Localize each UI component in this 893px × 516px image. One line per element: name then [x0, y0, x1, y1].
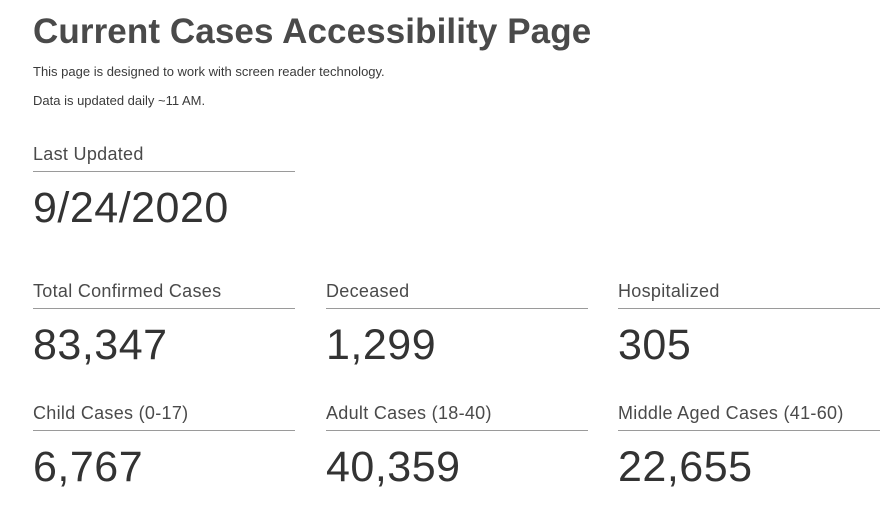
stat-label: Child Cases (0-17): [33, 403, 295, 431]
stat-value: 1,299: [326, 321, 437, 369]
stat-label: Middle Aged Cases (41-60): [618, 403, 880, 431]
stat-value: 83,347: [33, 321, 168, 369]
last-updated-label: Last Updated: [33, 144, 295, 172]
deceased-stat: Deceased 1,299: [326, 281, 588, 370]
stat-label: Hospitalized: [618, 281, 880, 309]
stat-value: 305: [618, 321, 692, 369]
stat-label: Total Confirmed Cases: [33, 281, 295, 309]
middle-aged-cases-stat: Middle Aged Cases (41-60) 22,655: [618, 403, 880, 492]
stat-label: Adult Cases (18-40): [326, 403, 588, 431]
last-updated-value: 9/24/2020: [33, 184, 229, 232]
last-updated-stat: Last Updated 9/24/2020: [33, 144, 295, 233]
stat-value: 22,655: [618, 443, 753, 491]
page-title: Current Cases Accessibility Page: [33, 12, 592, 51]
adult-cases-stat: Adult Cases (18-40) 40,359: [326, 403, 588, 492]
hospitalized-stat: Hospitalized 305: [618, 281, 880, 370]
update-note: Data is updated daily ~11 AM.: [33, 93, 206, 108]
total-confirmed-cases-stat: Total Confirmed Cases 83,347: [33, 281, 295, 370]
stat-value: 6,767: [33, 443, 144, 491]
stat-value: 40,359: [326, 443, 461, 491]
child-cases-stat: Child Cases (0-17) 6,767: [33, 403, 295, 492]
page-description: This page is designed to work with scree…: [33, 64, 385, 79]
stat-label: Deceased: [326, 281, 588, 309]
